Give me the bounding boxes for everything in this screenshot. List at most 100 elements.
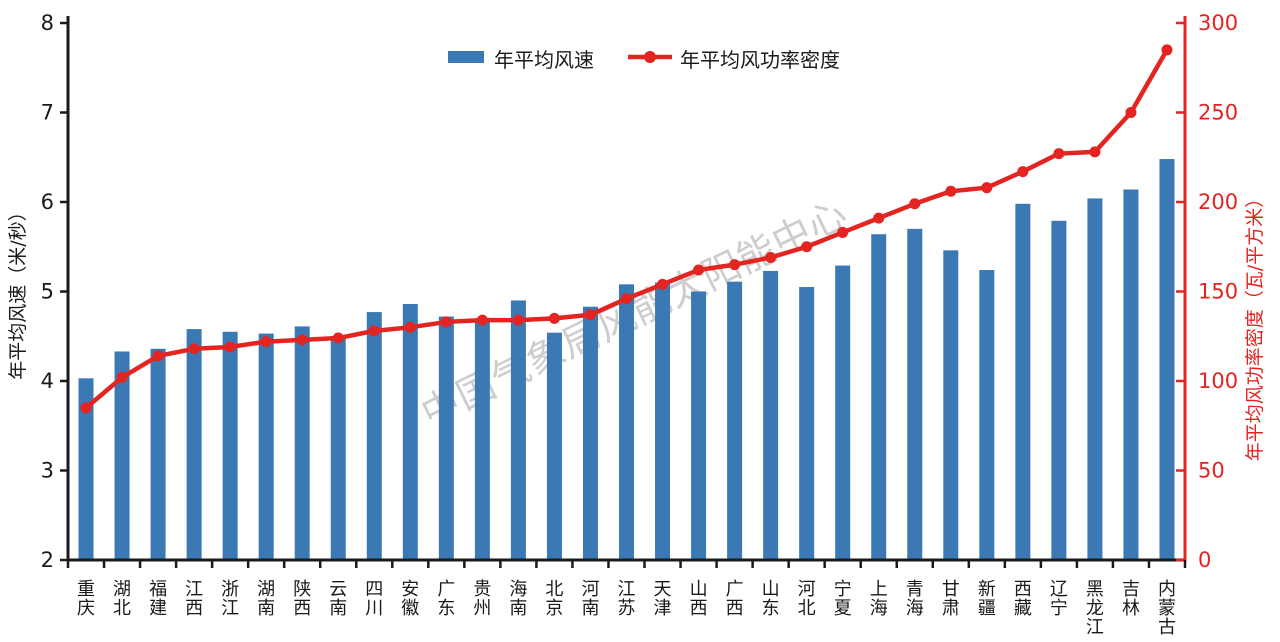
x-category-label: 广西 [726,579,744,619]
bar [1159,159,1175,561]
line-point [657,278,669,290]
line-point [945,185,957,197]
x-category-label: 重庆 [77,579,95,619]
left-axis-tick-label: 8 [41,11,54,35]
bar [150,348,166,560]
line-point [260,336,272,348]
line-point [1089,146,1101,158]
x-category-label: 福建 [149,579,167,619]
x-category-label: 宁夏 [834,579,852,619]
line-point [80,402,92,414]
axes-group: 2 3 4 5 6 7 8 0 50 100 150 200 250 300 重庆湖北福建江西浙江湖南陕西云… [41,11,1238,638]
bar [727,281,743,560]
bar [979,270,995,560]
x-category-label: 湖南 [257,579,275,619]
x-category-label: 河南 [581,579,599,619]
line-point [548,312,560,324]
bar [438,316,454,560]
bar [1123,189,1139,560]
x-category-label: 天津 [654,579,672,619]
right-axis-tick-label: 100 [1198,369,1238,393]
x-category-label: 甘肃 [942,579,960,619]
line-point [1053,148,1065,160]
x-category-label: 贵州 [473,579,491,619]
right-axis-tick-label: 300 [1198,11,1238,35]
line-point [693,264,705,276]
x-category-label: 浙江 [221,579,239,619]
x-category-label: 山西 [690,579,708,619]
x-category-label: 吉林 [1122,579,1140,619]
bar [619,284,634,560]
bar [222,331,238,560]
bar [114,351,130,560]
x-category-label: 上海 [870,579,888,619]
line-point [440,316,452,328]
bar [871,234,887,560]
line-point [476,314,488,326]
bar [546,332,562,560]
legend-line-label: 年平均风功率密度 [680,48,840,72]
right-axis-tick-label: 0 [1198,548,1211,572]
x-category-label: 安徽 [401,579,419,619]
line-series-group [80,44,1173,414]
line-point [873,212,885,224]
legend: 年平均风速 年平均风功率密度 [448,48,840,72]
line-point [909,198,921,210]
x-category-label: 海南 [509,579,527,619]
x-category-label: 陕西 [293,579,311,619]
line-point [368,325,380,337]
x-category-label: 四川 [365,579,383,619]
x-category-label: 湖北 [113,579,131,619]
left-axis-tick-label: 6 [41,190,54,214]
line-point [404,321,416,333]
right-axis-tick-label: 50 [1198,459,1225,483]
legend-bar-swatch-icon [448,51,484,63]
bar [330,336,346,560]
x-category-label: 江西 [185,579,203,619]
bar [655,282,671,560]
line-point [1161,44,1173,56]
legend-line-marker-icon [644,51,656,63]
line-point [116,371,128,383]
bar [186,329,202,560]
x-category-label: 江苏 [618,579,636,619]
line-point [981,182,993,194]
bar [907,228,923,560]
bar [474,321,490,560]
bar [402,304,418,560]
x-category-label: 云南 [329,579,347,619]
line-point [332,332,344,344]
bar [835,265,851,560]
line-point [1125,107,1137,118]
line-point [512,314,524,326]
x-category-label: 西藏 [1014,579,1032,619]
line-point [729,259,741,271]
bar [1051,220,1067,561]
line-point [152,350,164,362]
bar [799,287,815,560]
line-point [765,251,777,263]
left-axis-tick-label: 7 [41,101,54,125]
line-point [621,293,632,305]
x-category-label: 辽宁 [1050,579,1068,619]
right-axis-tick-label: 250 [1198,101,1238,125]
bar [691,291,707,560]
x-category-label: 河北 [798,579,816,619]
bar-series-group [78,159,1175,561]
right-axis-title: 年平均风功率密度（瓦/平方米） [1244,189,1266,461]
left-axis-title: 年平均风速（米/秒） [7,202,29,379]
bar [763,270,779,560]
line-point [296,334,308,346]
x-category-label: 内蒙古 [1158,579,1176,638]
right-axis-tick-label: 200 [1198,190,1238,214]
x-category-label: 黑龙江 [1086,579,1104,638]
x-category-label: 北京 [545,579,563,619]
left-axis-tick-label: 2 [41,548,54,572]
x-category-label: 新疆 [978,579,996,619]
x-category-label: 广东 [437,579,455,619]
bar [1087,198,1103,561]
line-point [584,309,596,321]
x-category-label: 山东 [762,579,780,619]
line-point [801,241,813,253]
